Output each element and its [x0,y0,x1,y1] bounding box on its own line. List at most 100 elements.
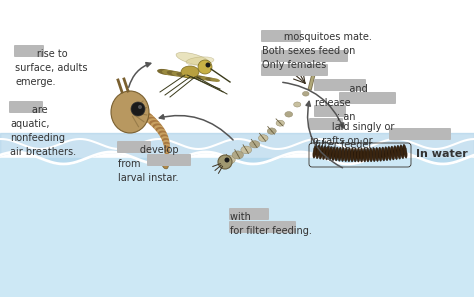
Ellipse shape [328,146,332,160]
Ellipse shape [316,145,320,159]
FancyBboxPatch shape [117,141,151,153]
Text: are
aquatic,
nonfeeding
air breathers.: are aquatic, nonfeeding air breathers. [10,105,76,157]
Ellipse shape [140,112,152,119]
Bar [0,158,474,297]
Ellipse shape [350,148,354,162]
Ellipse shape [164,146,170,149]
Ellipse shape [391,146,394,160]
Ellipse shape [375,148,379,162]
FancyBboxPatch shape [229,221,296,233]
FancyBboxPatch shape [261,50,348,62]
Ellipse shape [332,147,336,161]
FancyBboxPatch shape [147,154,191,166]
Ellipse shape [322,146,326,159]
Ellipse shape [250,141,260,148]
Ellipse shape [147,119,158,125]
Ellipse shape [319,145,323,159]
Ellipse shape [176,52,210,66]
FancyBboxPatch shape [261,64,328,76]
Ellipse shape [196,75,207,80]
Ellipse shape [163,142,170,146]
Ellipse shape [162,159,168,169]
Ellipse shape [360,148,363,162]
Ellipse shape [223,155,235,164]
Ellipse shape [400,145,404,159]
FancyBboxPatch shape [314,105,346,117]
Circle shape [218,155,232,169]
Text: mosquitoes mate.
Both sexes feed on
Only females: mosquitoes mate. Both sexes feed on Only… [262,32,372,70]
Ellipse shape [172,71,186,77]
Ellipse shape [382,147,385,161]
FancyBboxPatch shape [314,79,366,91]
Ellipse shape [164,155,169,158]
Ellipse shape [186,74,199,79]
Ellipse shape [186,57,214,65]
Ellipse shape [164,149,170,153]
Ellipse shape [154,125,164,131]
Ellipse shape [210,78,220,82]
Ellipse shape [155,127,164,132]
Ellipse shape [363,148,366,162]
Ellipse shape [394,146,398,159]
FancyBboxPatch shape [339,92,396,104]
Text: In water: In water [416,149,468,159]
Ellipse shape [158,131,167,136]
Ellipse shape [151,122,161,128]
Circle shape [225,157,229,162]
Ellipse shape [366,148,370,162]
Ellipse shape [164,153,169,156]
Ellipse shape [338,147,342,161]
Ellipse shape [160,134,168,139]
Ellipse shape [157,129,166,134]
Ellipse shape [149,120,160,126]
Ellipse shape [164,159,168,161]
Ellipse shape [369,148,373,162]
Ellipse shape [347,148,351,162]
FancyBboxPatch shape [229,208,269,220]
Circle shape [131,102,145,116]
Ellipse shape [142,114,154,121]
Ellipse shape [163,140,170,144]
Text: and
release          
       ; an

filter feeder.: and release ; an filter feeder. [315,84,382,150]
Ellipse shape [384,147,388,161]
FancyBboxPatch shape [14,45,44,57]
Ellipse shape [357,148,360,162]
Circle shape [138,105,142,109]
Ellipse shape [258,135,268,141]
Circle shape [198,60,212,74]
Ellipse shape [354,148,357,162]
Ellipse shape [157,69,173,75]
Ellipse shape [372,148,376,162]
Ellipse shape [153,124,162,129]
Ellipse shape [167,71,182,76]
Ellipse shape [241,146,252,154]
Ellipse shape [313,144,317,158]
Ellipse shape [378,147,382,161]
Ellipse shape [294,102,301,107]
Ellipse shape [164,162,167,164]
Ellipse shape [326,146,329,160]
Circle shape [206,62,210,67]
Ellipse shape [164,151,170,154]
Ellipse shape [164,144,170,148]
Ellipse shape [162,70,177,76]
Ellipse shape [181,73,194,78]
Ellipse shape [164,160,167,163]
FancyBboxPatch shape [389,128,451,140]
Ellipse shape [164,148,170,151]
Ellipse shape [285,112,292,117]
Text: laid singly or
in rafts on or: laid singly or in rafts on or [310,122,394,146]
Ellipse shape [232,151,244,159]
FancyBboxPatch shape [309,118,343,130]
Ellipse shape [205,77,216,81]
Ellipse shape [397,145,401,159]
Ellipse shape [144,115,155,122]
Bar [0,0,474,158]
Ellipse shape [191,75,203,79]
Ellipse shape [344,148,348,162]
Ellipse shape [162,138,169,143]
Ellipse shape [146,117,156,123]
FancyBboxPatch shape [261,30,301,42]
Text: develop
from        
larval instar.: develop from larval instar. [118,145,179,183]
Ellipse shape [267,128,276,134]
